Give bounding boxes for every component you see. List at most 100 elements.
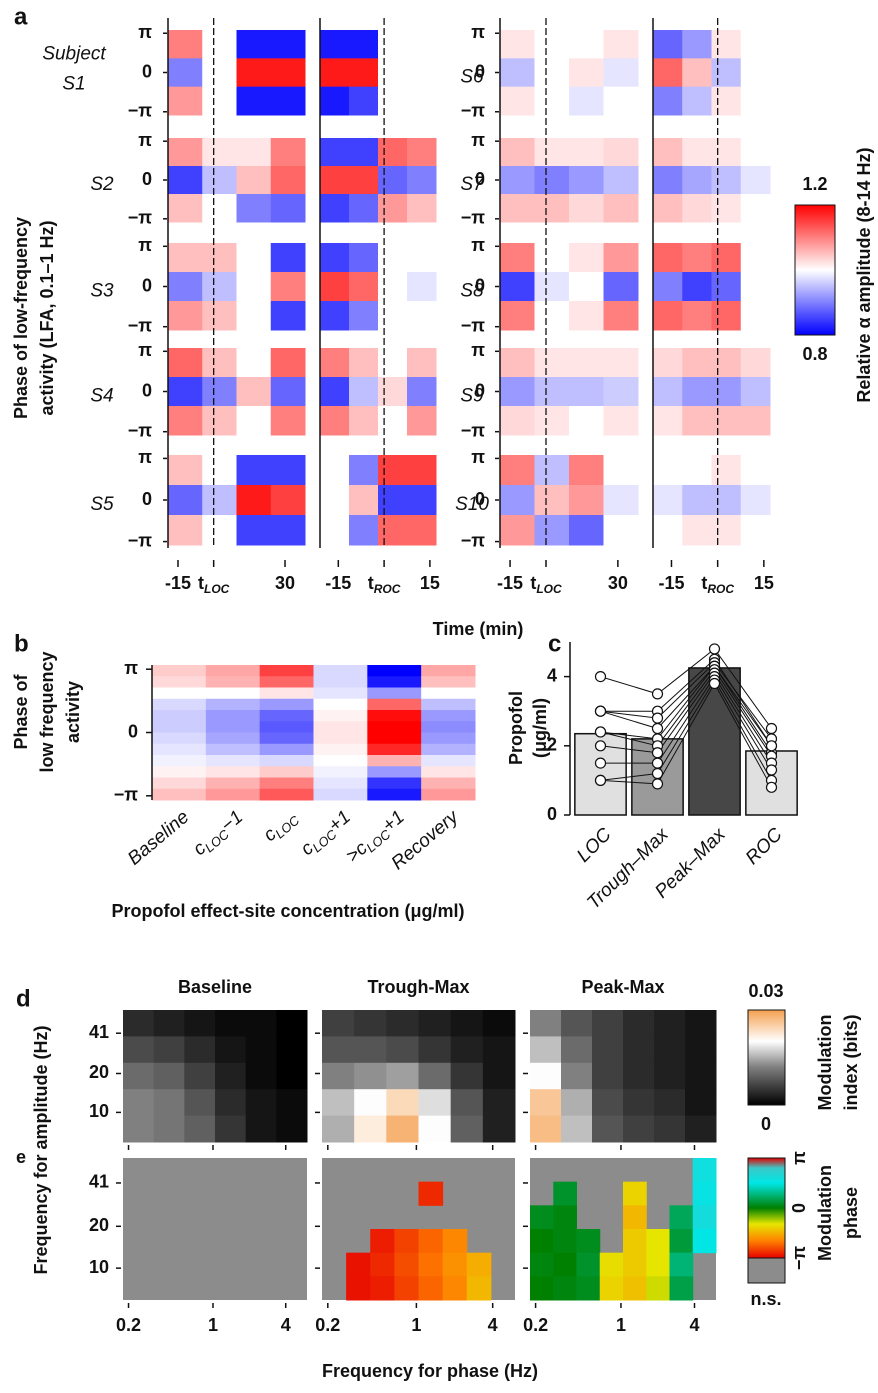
heatmap-cell — [168, 485, 203, 516]
heatmap-cell — [245, 1062, 277, 1090]
heatmap-cell — [534, 455, 570, 486]
heatmap-cell — [569, 58, 604, 88]
heatmap-cell — [653, 406, 683, 436]
heatmap-cell — [711, 272, 742, 302]
heatmap-cell — [245, 1010, 277, 1037]
heatmap-cell — [320, 455, 350, 486]
heatmap-cell — [153, 1115, 185, 1143]
heatmap-cell — [168, 86, 203, 116]
bar — [688, 667, 741, 816]
subject-line — [600, 675, 772, 771]
heatmap-cell — [534, 58, 570, 88]
heatmap-cell — [561, 1062, 593, 1090]
heatmap-cell — [653, 86, 683, 116]
heatmap-cell — [653, 138, 683, 167]
heatmap-cell — [153, 1010, 185, 1037]
heatmap-cell — [603, 30, 639, 59]
heatmap-cell — [407, 406, 437, 436]
heatmap-cell — [576, 1252, 601, 1277]
heatmap-cell — [270, 30, 306, 59]
y-tick-label: π — [471, 130, 485, 150]
heatmap-cell — [236, 348, 272, 378]
heatmap-cell — [418, 1252, 444, 1277]
heatmap-cell — [418, 1229, 444, 1254]
heatmap-cell — [682, 194, 712, 223]
heatmap-cell — [407, 377, 437, 407]
heatmap-cell — [313, 710, 368, 722]
y-tick-label: π — [471, 340, 485, 360]
heatmap-cell — [270, 58, 306, 88]
heatmap-cell — [202, 58, 237, 88]
y-axis-title: activity — [63, 681, 83, 743]
heatmap-cell — [653, 515, 683, 546]
heatmap-cell — [407, 272, 437, 302]
heatmap-cell — [653, 272, 683, 302]
colorbar — [747, 1157, 786, 1259]
panel-label: e — [16, 1147, 26, 1167]
heatmap-cell — [367, 710, 422, 722]
heatmap-cell — [236, 86, 272, 116]
heatmap-cell — [569, 166, 604, 195]
heatmap-cell — [711, 30, 742, 59]
heatmap-cell — [500, 243, 535, 273]
heatmap-cell — [500, 515, 535, 546]
heatmap-cell — [685, 1036, 717, 1064]
heatmap-cell — [450, 1036, 484, 1064]
y-tick-label: π — [138, 447, 152, 467]
heatmap-cell — [669, 1229, 694, 1254]
heatmap-cell — [653, 166, 683, 195]
heatmap-cell — [236, 272, 272, 302]
heatmap-cell — [534, 30, 570, 59]
heatmap-cell — [740, 243, 771, 273]
y-tick-label: 41 — [89, 1022, 109, 1042]
heatmap-cell — [270, 485, 306, 516]
heatmap-cell — [534, 301, 570, 331]
heatmap-cell — [603, 194, 639, 223]
heatmap-cell — [682, 348, 712, 378]
heatmap-cell — [346, 1252, 371, 1277]
heatmap-cell — [259, 665, 314, 677]
heatmap-cell — [276, 1010, 308, 1037]
x-tick-label: tROC — [701, 573, 734, 596]
subject-name: S9 — [460, 386, 484, 407]
heatmap-cell — [322, 1115, 355, 1143]
heatmap-cell — [386, 1010, 419, 1037]
heatmap-cell — [421, 710, 476, 722]
x-axis-title: Propofol effect-site concentration (μg/m… — [111, 901, 464, 921]
heatmap-cell — [123, 1089, 155, 1117]
heatmap-cell — [623, 1229, 647, 1254]
heatmap-cell — [386, 1115, 419, 1143]
y-tick-label: −π — [128, 530, 153, 550]
heatmap-cell — [349, 58, 379, 88]
heatmap-cell — [740, 166, 771, 195]
heatmap-cell — [313, 743, 368, 756]
y-tick-label: −π — [461, 420, 486, 440]
y-tick-label: 0 — [142, 169, 152, 189]
heatmap-cell — [418, 1010, 452, 1037]
subject-point — [594, 740, 607, 752]
heatmap-cell — [500, 30, 535, 59]
heatmap-cell — [236, 515, 272, 546]
heatmap-cell — [623, 1252, 647, 1277]
heatmap-cell — [236, 406, 272, 436]
x-tick-label: cLOC — [260, 806, 303, 848]
heatmap-cell — [184, 1062, 216, 1090]
heatmap-cell — [692, 1229, 717, 1254]
heatmap-cell — [123, 1010, 155, 1037]
heatmap-cell — [123, 1115, 155, 1143]
heatmap-cell — [569, 406, 604, 436]
x-axis-title: Time (min) — [433, 619, 524, 639]
heatmap-cell — [168, 194, 203, 223]
heatmap-cell — [152, 710, 207, 722]
heatmap-cell — [202, 301, 237, 331]
heatmap-cell — [205, 743, 261, 756]
heatmap-cell — [168, 377, 203, 407]
heatmap-cell — [553, 1229, 577, 1254]
heatmap-cell — [576, 1229, 601, 1254]
heatmap-cell — [407, 485, 437, 516]
heatmap-cell — [466, 1252, 492, 1277]
heatmap-cell — [168, 301, 203, 331]
subscript: LOC — [204, 582, 230, 596]
heatmap-cell — [236, 243, 272, 273]
colorbar — [747, 1009, 786, 1106]
